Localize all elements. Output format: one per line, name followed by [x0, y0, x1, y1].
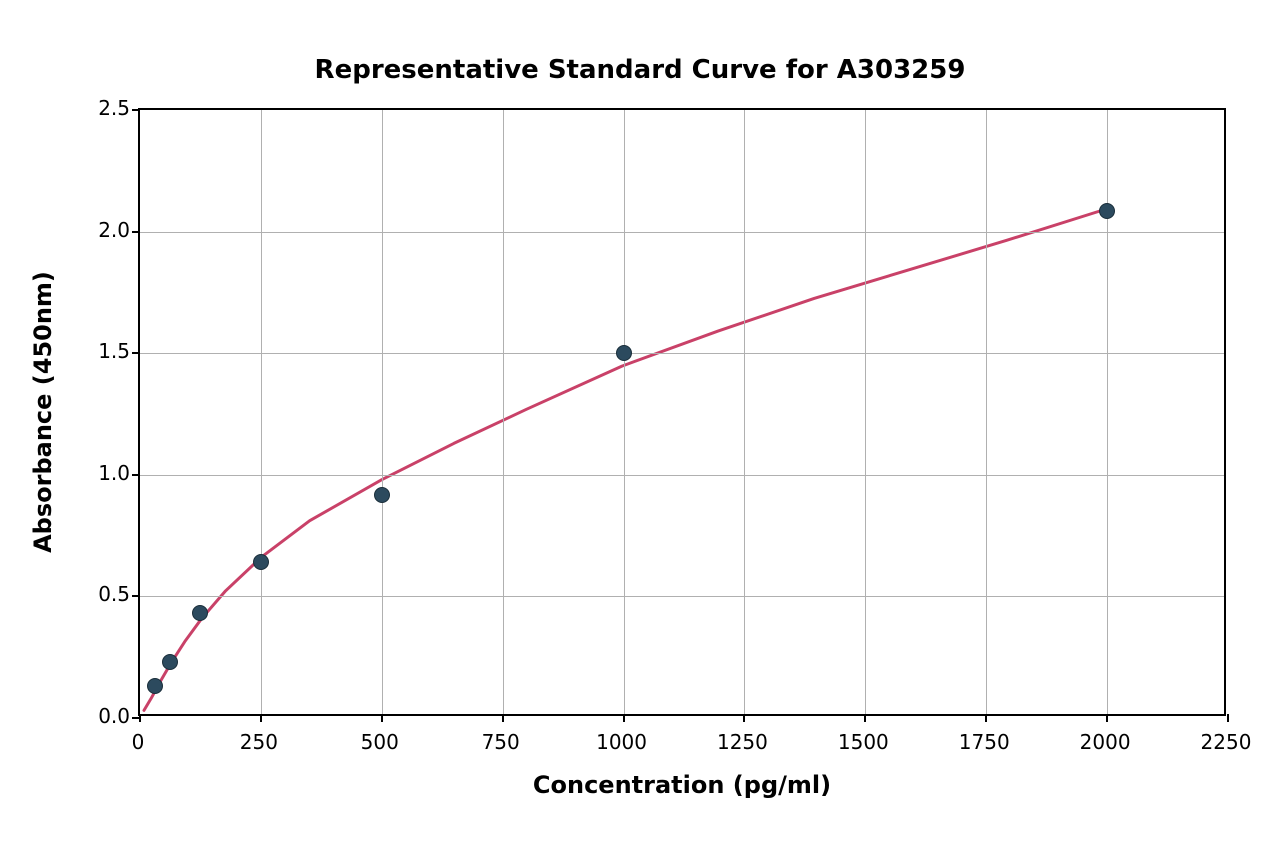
x-tick — [1106, 714, 1108, 722]
y-tick-label: 0.0 — [90, 704, 130, 728]
data-point — [374, 487, 390, 503]
x-tick — [502, 714, 504, 722]
y-tick — [132, 717, 140, 719]
y-tick — [132, 231, 140, 233]
gridline-vertical — [744, 110, 745, 714]
data-point — [1099, 203, 1115, 219]
y-tick-label: 2.5 — [90, 96, 130, 120]
gridline-vertical — [503, 110, 504, 714]
gridline-vertical — [624, 110, 625, 714]
chart-title: Representative Standard Curve for A30325… — [0, 55, 1280, 85]
y-axis-label: Absorbance (450nm) — [29, 271, 57, 553]
y-tick-label: 2.0 — [90, 218, 130, 242]
x-tick-label: 1250 — [717, 730, 768, 754]
gridline-horizontal — [140, 475, 1224, 476]
data-point — [192, 605, 208, 621]
y-tick-label: 1.5 — [90, 339, 130, 363]
y-tick — [132, 109, 140, 111]
x-tick-label: 1750 — [959, 730, 1010, 754]
x-tick-label: 750 — [482, 730, 520, 754]
gridline-vertical — [986, 110, 987, 714]
x-tick — [1227, 714, 1229, 722]
x-tick — [864, 714, 866, 722]
x-tick-label: 0 — [132, 730, 145, 754]
data-point — [147, 678, 163, 694]
gridline-horizontal — [140, 232, 1224, 233]
data-point — [616, 345, 632, 361]
x-tick-label: 500 — [361, 730, 399, 754]
y-tick — [132, 595, 140, 597]
x-tick — [743, 714, 745, 722]
data-point — [253, 554, 269, 570]
x-tick — [381, 714, 383, 722]
gridline-vertical — [261, 110, 262, 714]
x-tick-label: 2250 — [1201, 730, 1252, 754]
x-axis-label: Concentration (pg/ml) — [533, 771, 831, 799]
x-tick-label: 1000 — [596, 730, 647, 754]
x-tick-label: 250 — [240, 730, 278, 754]
chart-container: Representative Standard Curve for A30325… — [0, 0, 1280, 845]
y-tick-label: 0.5 — [90, 582, 130, 606]
y-tick — [132, 352, 140, 354]
gridline-horizontal — [140, 596, 1224, 597]
x-tick — [260, 714, 262, 722]
x-tick-label: 2000 — [1080, 730, 1131, 754]
plot-area — [138, 108, 1226, 716]
data-point — [162, 654, 178, 670]
y-tick-label: 1.0 — [90, 461, 130, 485]
x-tick — [623, 714, 625, 722]
x-tick-label: 1500 — [838, 730, 889, 754]
curve-line — [140, 110, 1224, 714]
y-tick — [132, 474, 140, 476]
gridline-vertical — [1107, 110, 1108, 714]
x-tick — [985, 714, 987, 722]
gridline-vertical — [382, 110, 383, 714]
gridline-horizontal — [140, 353, 1224, 354]
gridline-vertical — [865, 110, 866, 714]
